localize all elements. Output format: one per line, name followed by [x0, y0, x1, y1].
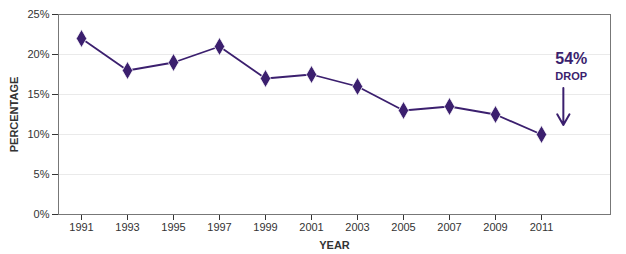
svg-text:1995: 1995: [161, 221, 185, 233]
svg-text:1991: 1991: [69, 221, 93, 233]
svg-text:2005: 2005: [391, 221, 415, 233]
svg-text:15%: 15%: [27, 88, 49, 100]
svg-text:5%: 5%: [34, 168, 50, 180]
svg-text:DROP: DROP: [555, 70, 587, 82]
svg-text:YEAR: YEAR: [319, 239, 350, 251]
svg-text:PERCENTAGE: PERCENTAGE: [8, 77, 20, 153]
svg-text:20%: 20%: [27, 48, 49, 60]
svg-text:10%: 10%: [27, 128, 49, 140]
svg-text:1999: 1999: [253, 221, 277, 233]
svg-text:2009: 2009: [483, 221, 507, 233]
svg-text:1997: 1997: [207, 221, 231, 233]
svg-text:25%: 25%: [27, 8, 49, 20]
svg-text:54%: 54%: [555, 50, 587, 67]
svg-text:2001: 2001: [299, 221, 323, 233]
svg-text:2007: 2007: [437, 221, 461, 233]
svg-text:0%: 0%: [34, 208, 50, 220]
svg-text:2011: 2011: [530, 221, 554, 233]
svg-text:2003: 2003: [345, 221, 369, 233]
svg-text:1993: 1993: [115, 221, 139, 233]
